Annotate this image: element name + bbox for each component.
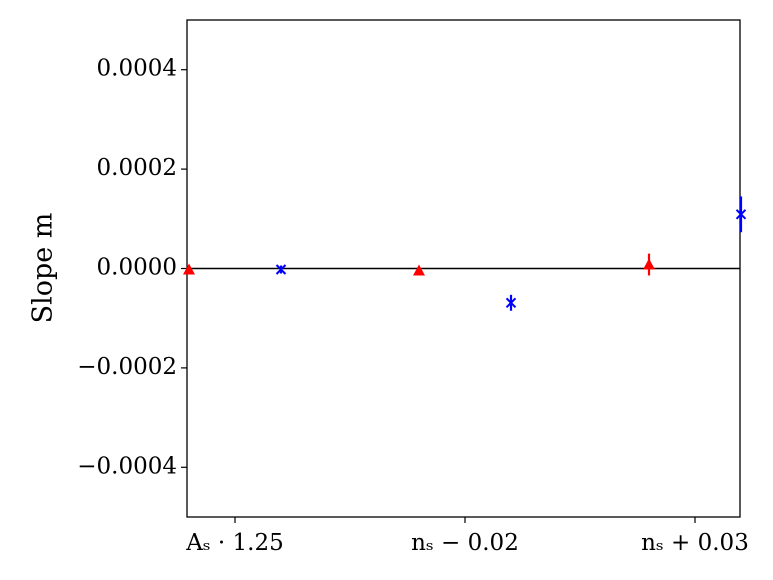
marker bbox=[735, 209, 747, 220]
x-tick-label: Aₛ · 1.25 bbox=[185, 530, 284, 556]
y-tick-label: −0.0004 bbox=[77, 453, 177, 479]
marker-stroke bbox=[735, 209, 747, 220]
marker bbox=[183, 263, 195, 275]
marker bbox=[505, 297, 517, 309]
y-tick-label: −0.0002 bbox=[77, 354, 177, 380]
marker-stroke bbox=[275, 264, 287, 275]
y-axis-label: Slope m bbox=[28, 213, 59, 324]
y-tick-label: 0.0004 bbox=[97, 56, 177, 82]
marker-stroke bbox=[505, 297, 517, 309]
x-tick-label: nₛ + 0.03 bbox=[641, 530, 749, 556]
y-tick-label: 0.0000 bbox=[97, 255, 177, 281]
x-tick-label: nₛ − 0.02 bbox=[411, 530, 519, 556]
y-tick-label: 0.0002 bbox=[97, 155, 177, 181]
marker bbox=[413, 264, 425, 276]
marker bbox=[275, 264, 287, 275]
marker bbox=[643, 258, 655, 270]
